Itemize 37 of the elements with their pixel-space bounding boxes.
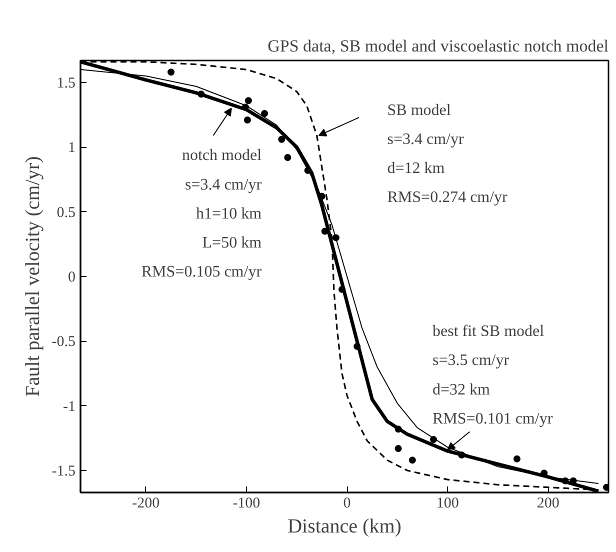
x-tick-label: -100 — [232, 496, 260, 512]
point — [278, 136, 286, 143]
point — [244, 97, 252, 104]
point — [408, 456, 416, 464]
point — [394, 426, 402, 433]
point — [321, 228, 328, 235]
x-tick-label: 200 — [536, 496, 560, 512]
point — [458, 451, 466, 458]
x-tick-label: -200 — [132, 496, 160, 512]
y-tick-label: -1 — [63, 398, 76, 415]
point — [284, 154, 292, 161]
annotation: notch model s=3.4 cm/yr h1=10 km L=50 km RMS=0.105 cm/yr — [141, 147, 262, 281]
point — [168, 68, 175, 76]
y-axis-title: Fault parallel velocity (cm/yr) — [22, 156, 44, 397]
x-axis-title: Distance (km) — [288, 516, 402, 538]
x-tick-label: 0 — [343, 496, 351, 512]
x-tick-label: 100 — [436, 496, 459, 512]
annotation: SB model s=3.4 cm/yr d=12 km RMS=0.274 cm/yr — [387, 102, 508, 206]
point — [198, 90, 205, 98]
y-tick-label: 0 — [68, 270, 76, 286]
y-tick-label: 0.5 — [56, 204, 76, 221]
annotation: best fit SB model s=3.5 cm/yr d=32 km RMS=0.101 cm/yr — [432, 323, 554, 428]
point — [562, 477, 569, 484]
point — [513, 455, 520, 462]
y-tick-label: 1 — [68, 140, 76, 156]
point — [430, 436, 438, 443]
point — [244, 116, 251, 124]
point — [354, 342, 361, 350]
point — [332, 234, 340, 242]
point — [602, 484, 608, 491]
y-tick-label: -0.5 — [52, 334, 76, 350]
chart-title: GPS data, SB model and viscoelastic notch model — [268, 36, 609, 56]
point — [261, 110, 268, 118]
point — [394, 445, 402, 452]
point — [338, 286, 346, 293]
y-tick-label: 1.5 — [56, 75, 76, 92]
y-tick-label: -1.5 — [52, 464, 76, 480]
